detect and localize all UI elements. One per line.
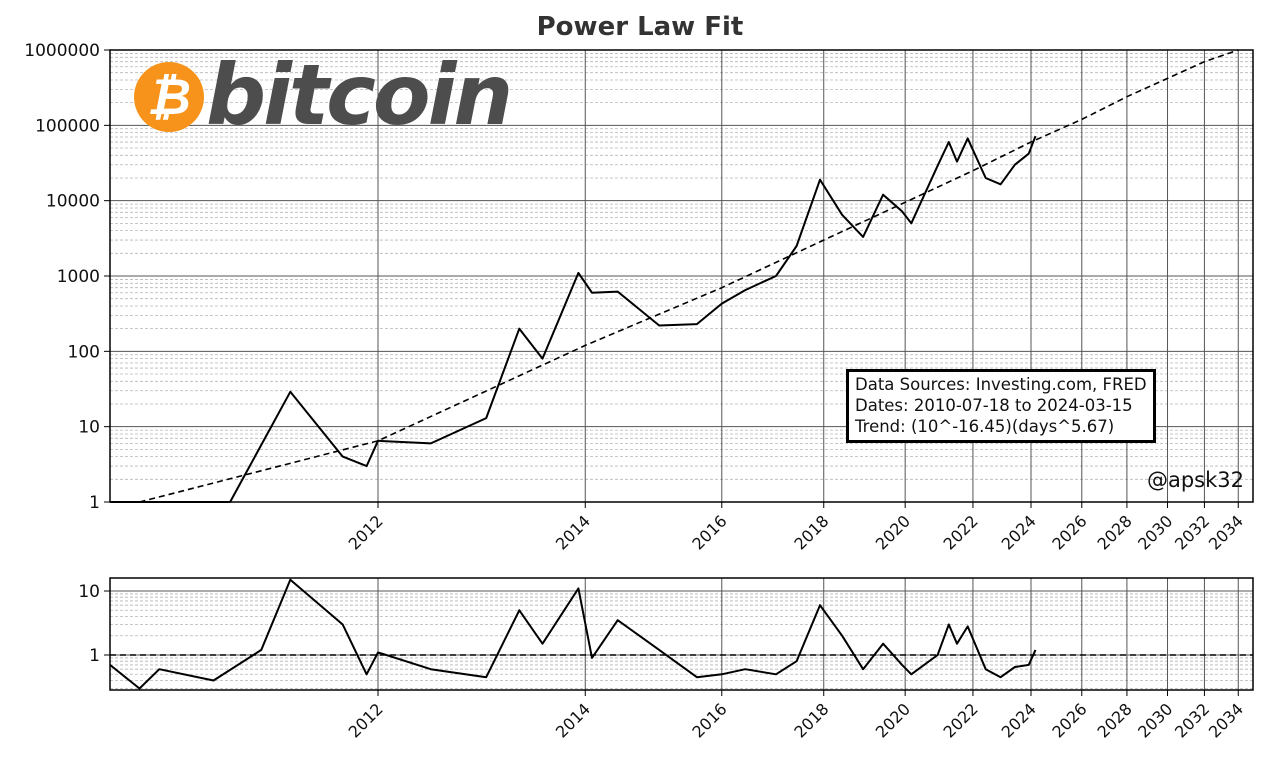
main-plot-series — [110, 49, 1239, 503]
x-tick-label: 2024 — [998, 699, 1040, 741]
y-tick-label: 1000 — [57, 267, 100, 287]
x-tick-label: 2012 — [345, 699, 387, 741]
x-tick-label: 2014 — [552, 699, 594, 741]
y-tick-label: 10000 — [46, 192, 100, 212]
x-tick-label: 2014 — [552, 511, 594, 553]
x-tick-label: 2030 — [1134, 511, 1176, 553]
x-tick-label: 2026 — [1048, 511, 1090, 553]
x-tick-label: 2020 — [872, 511, 914, 553]
x-tick-label: 2032 — [1171, 699, 1213, 741]
x-tick-label: 2034 — [1205, 699, 1247, 741]
x-tick-label: 2026 — [1048, 699, 1090, 741]
ratio-plot-grid — [110, 578, 1253, 690]
x-tick-label: 2032 — [1171, 511, 1213, 553]
x-tick-label: 2030 — [1134, 699, 1176, 741]
price-line — [110, 135, 1037, 503]
y-tick-label: 100000 — [35, 116, 100, 136]
x-tick-label: 2034 — [1205, 511, 1247, 553]
y-tick-label: 10 — [78, 582, 100, 602]
author-credit: @apsk32 — [1146, 468, 1244, 492]
x-tick-label: 2020 — [872, 699, 914, 741]
y-tick-label: 1000000 — [24, 41, 100, 61]
info-box: Data Sources: Investing.com, FRED Dates:… — [846, 369, 1156, 443]
x-tick-label: 2028 — [1094, 511, 1136, 553]
y-tick-label: 10 — [78, 418, 100, 438]
dates-text: Dates: 2010-07-18 to 2024-03-15 — [855, 396, 1133, 415]
ratio-line — [109, 578, 1037, 690]
x-tick-label: 2028 — [1094, 699, 1136, 741]
x-tick-label: 2022 — [940, 511, 982, 553]
x-tick-label: 2022 — [940, 699, 982, 741]
trend-line — [139, 49, 1239, 503]
x-tick-label: 2024 — [998, 511, 1040, 553]
data-sources-text: Data Sources: Investing.com, FRED — [855, 375, 1147, 394]
x-tick-label: 2016 — [688, 699, 730, 741]
y-tick-label: 1 — [89, 493, 100, 513]
trend-text: Trend: (10^-16.45)(days^5.67) — [855, 417, 1115, 436]
x-tick-label: 2012 — [345, 511, 387, 553]
x-tick-label: 2016 — [688, 511, 730, 553]
x-tick-label: 2018 — [790, 699, 832, 741]
y-tick-label: 1 — [89, 646, 100, 666]
x-tick-label: 2018 — [790, 511, 832, 553]
bitcoin-wordmark: bitcoin — [206, 46, 513, 144]
y-tick-label: 100 — [68, 342, 100, 362]
bitcoin-icon: ₿ — [134, 62, 204, 132]
chart-title: Power Law Fit — [536, 12, 744, 42]
ratio-plot-series — [109, 578, 1253, 690]
